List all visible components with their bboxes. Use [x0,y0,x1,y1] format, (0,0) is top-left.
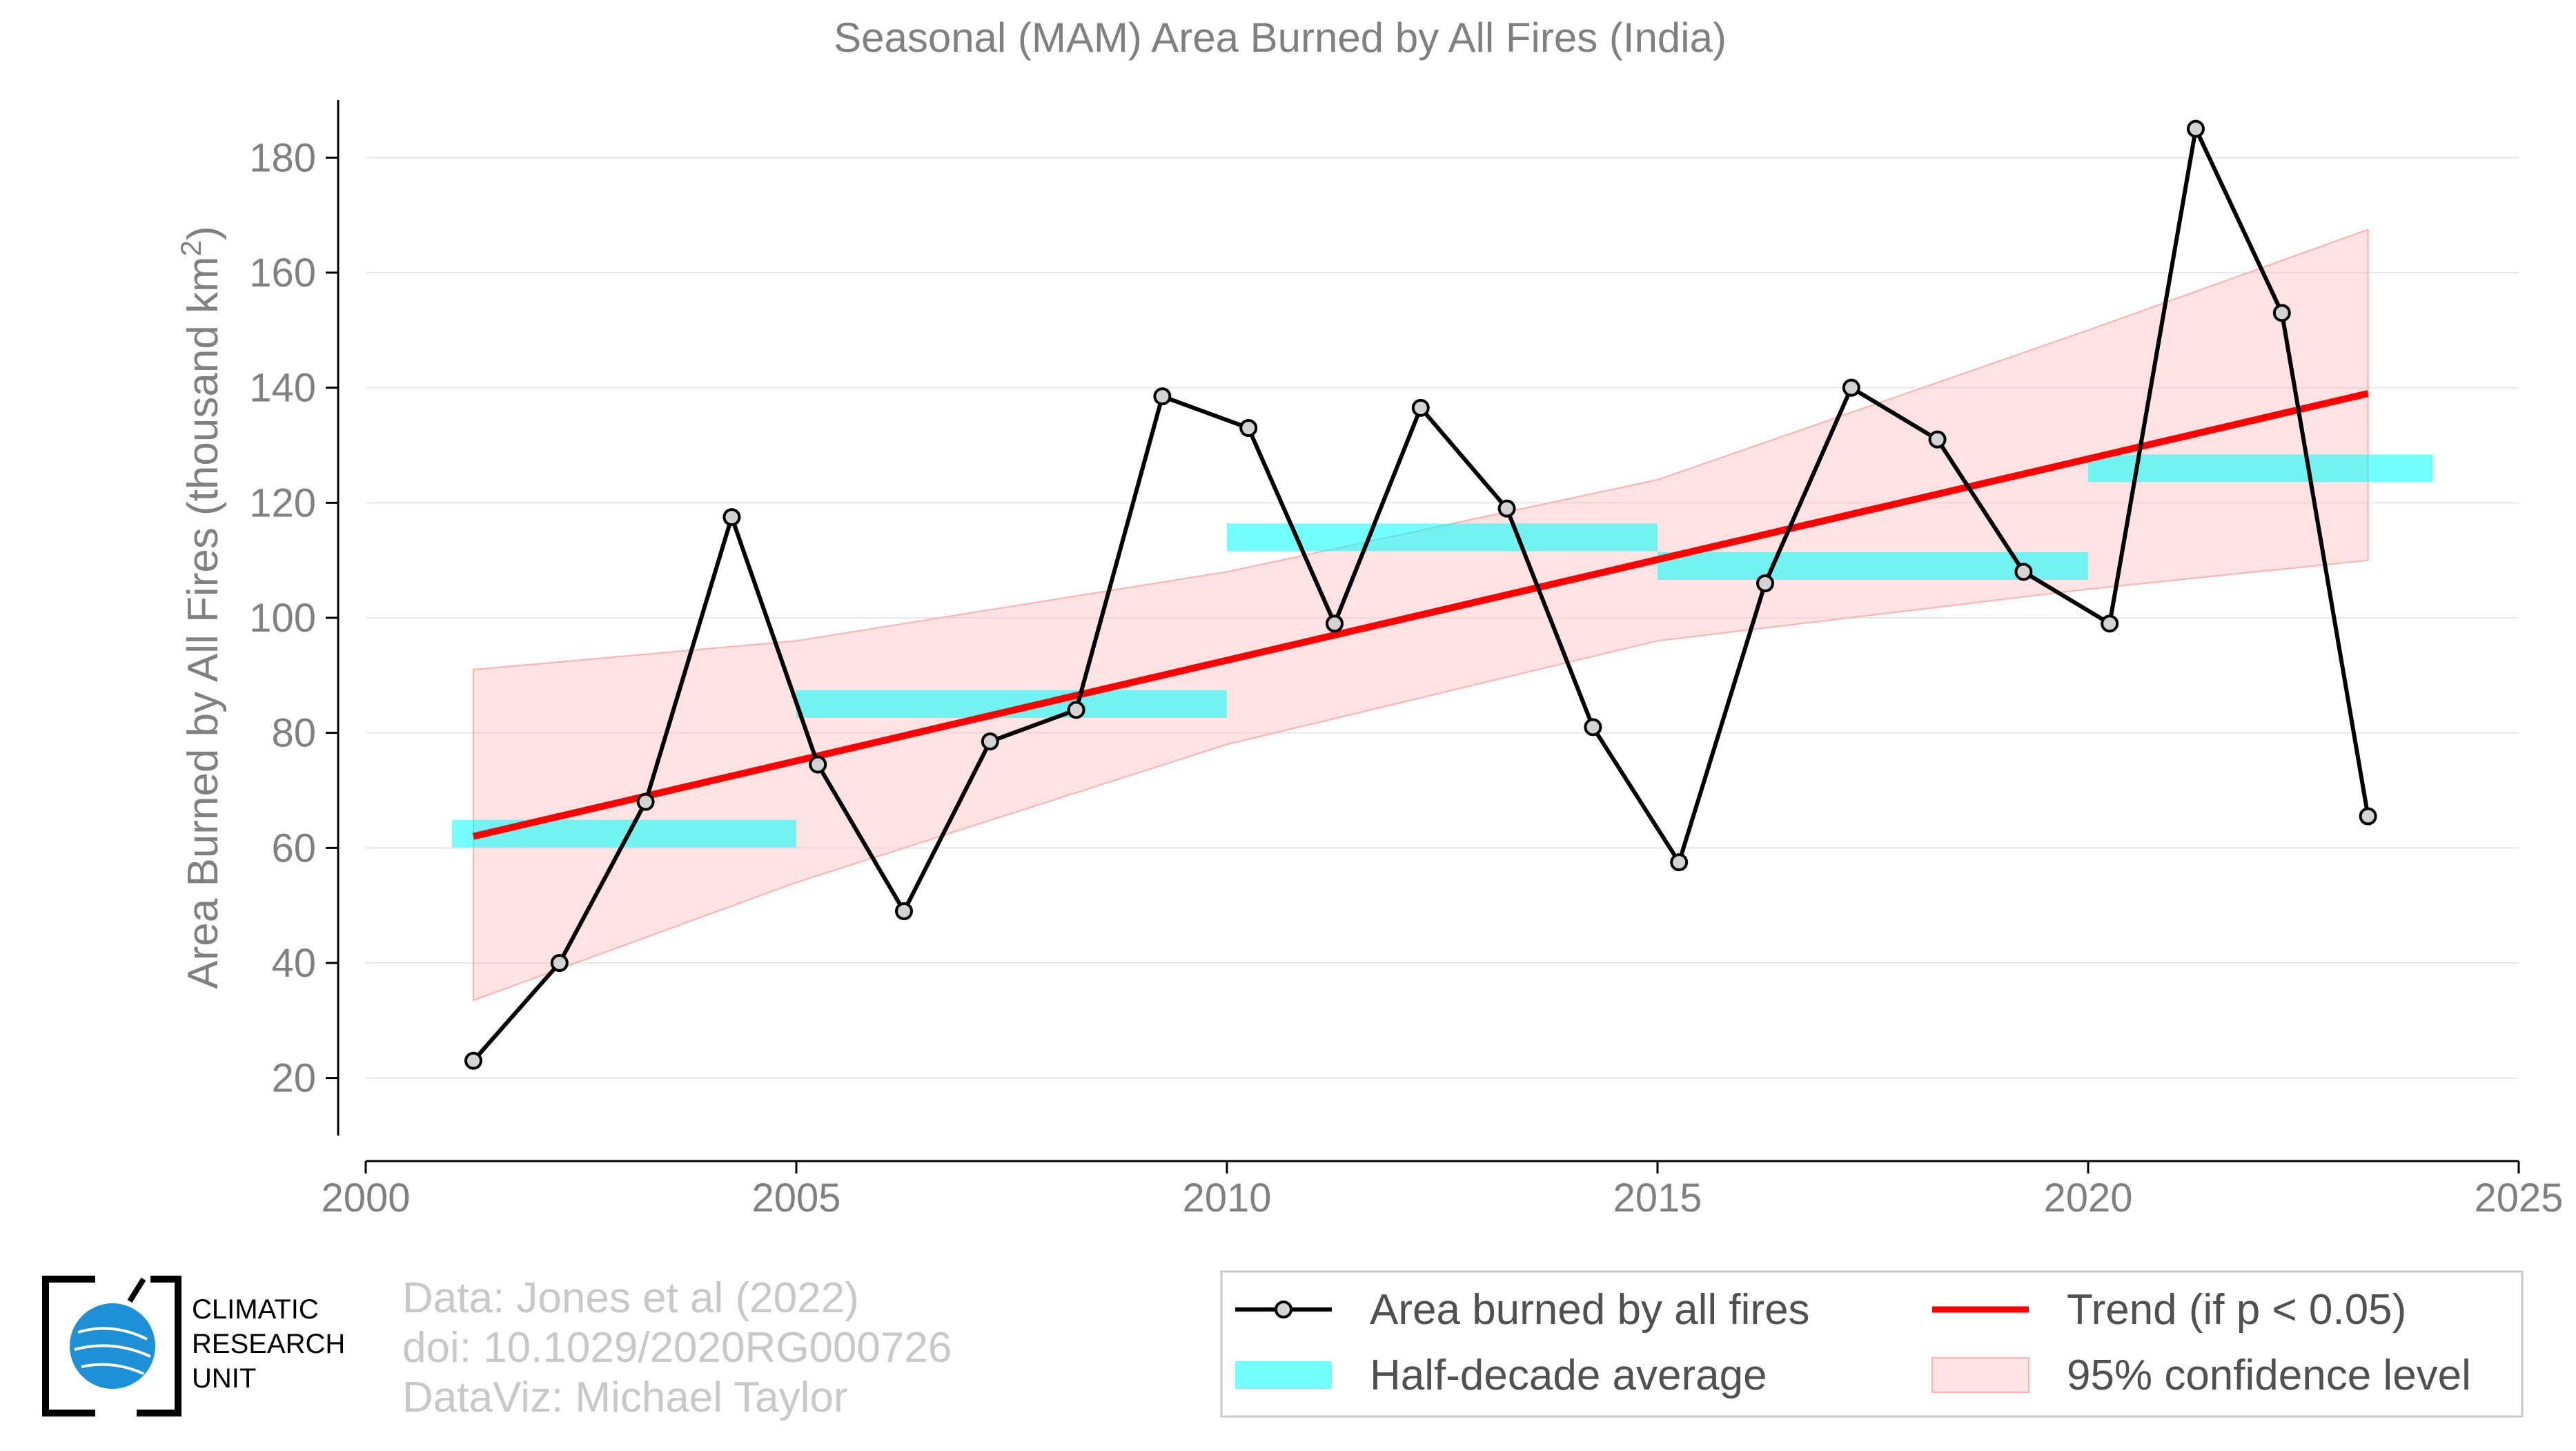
legend-label-confidence: 95% confidence level [2067,1352,2471,1399]
data-point-12 [1497,499,1516,518]
data-point-10 [1326,614,1344,633]
x-tick-label-2005: 2005 [751,1176,840,1220]
y-tick-label-140: 140 [249,366,316,411]
data-point-3 [722,508,741,527]
logo-line-1: CLIMATIC [192,1294,319,1325]
data-series [464,119,2377,1070]
data-point-2 [636,792,655,811]
data-point-4 [809,755,827,774]
data-point-14 [1670,853,1689,872]
grid-lines [366,157,2519,1079]
y-tick-label-100: 100 [249,596,316,641]
data-point-7 [1067,701,1085,719]
x-ticks: 2000 2005 2010 2015 2020 2025 [321,1161,2564,1220]
legend-swatch-area-burned-marker [1275,1301,1292,1318]
y-axis-label-main: Area Burned by All Fires (thousand km [179,256,227,989]
y-axis-label: Area Burned by All Fires (thousand km2) [175,226,227,989]
y-tick-label-180: 180 [249,135,316,180]
data-point-5 [895,902,913,920]
credit-doi: doi: 10.1029/2020RG000726 [402,1324,952,1372]
half-decade-bar-4 [2088,454,2433,483]
y-tick-label-40: 40 [271,941,316,986]
logo-line-2: RESEARCH [192,1329,346,1359]
data-point-18 [2014,563,2033,581]
credits: Data: Jones et al (2022) doi: 10.1029/20… [402,1274,952,1423]
y-axis-label-sup: 2 [175,240,207,256]
x-tick-label-2020: 2020 [2043,1176,2132,1220]
credit-data: Data: Jones et al (2022) [402,1274,859,1322]
legend-swatch-confidence [1931,1357,2029,1393]
legend-frame [1220,1270,2524,1418]
data-point-13 [1584,718,1602,737]
y-tick-label-160: 160 [249,251,316,295]
data-point-19 [2101,614,2119,633]
credit-dataviz: DataViz: Michael Taylor [402,1374,848,1421]
data-point-0 [464,1051,482,1070]
cru-logo [40,1274,185,1419]
data-point-8 [1153,387,1172,406]
data-point-6 [981,732,999,751]
logo-line-3: UNIT [192,1363,257,1394]
data-point-21 [2272,304,2291,322]
legend-swatch-half-decade [1235,1361,1332,1389]
trend-line [472,390,2369,840]
y-tick-label-20: 20 [271,1056,316,1101]
y-tick-label-80: 80 [271,711,316,756]
data-point-11 [1411,398,1430,417]
x-tick-label-2025: 2025 [2474,1176,2563,1220]
data-point-15 [1756,574,1774,592]
y-tick-label-60: 60 [271,826,316,870]
legend-label-trend: Trend (if p < 0.05) [2067,1286,2406,1334]
data-point-20 [2187,119,2205,138]
data-point-22 [2359,807,2377,826]
y-axis-label-end: ) [179,226,227,240]
chart-title: Seasonal (MAM) Area Burned by All Fires … [834,14,1727,61]
x-tick-label-2010: 2010 [1182,1176,1271,1220]
x-tick-label-2000: 2000 [321,1176,410,1220]
cru-logo-text: CLIMATIC RESEARCH UNIT [192,1292,345,1396]
x-tick-label-2015: 2015 [1613,1176,1702,1220]
y-ticks: 20 40 60 80 100 120 140 160 180 [249,135,338,1101]
legend-label-area-burned: Area burned by all fires [1370,1286,1810,1334]
trend-line-path [472,390,2369,840]
data-point-1 [550,954,569,972]
y-tick-label-120: 120 [249,480,316,525]
data-point-17 [1928,430,1947,449]
data-point-9 [1239,419,1258,437]
legend: Area burned by all fires Half-decade ave… [1220,1270,2524,1418]
data-point-16 [1842,378,1860,397]
legend-label-half-decade: Half-decade average [1370,1352,1767,1399]
